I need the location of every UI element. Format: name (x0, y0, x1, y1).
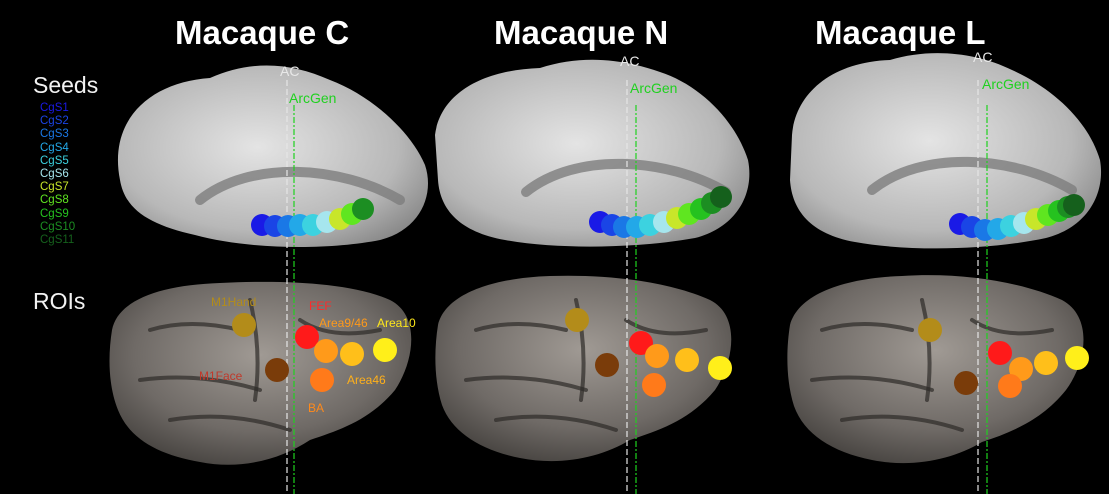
roi-marker-area9-46 (645, 344, 669, 368)
title-macaque-c: Macaque C (175, 14, 350, 51)
roi-marker-area10 (708, 356, 732, 380)
roi-marker-fef (295, 325, 319, 349)
title-macaque-l: Macaque L (815, 14, 986, 51)
legend-cgs1: CgS1 (40, 102, 69, 114)
roi-label-area9-46: Area9/46 (319, 316, 368, 330)
medial-brain-image (435, 59, 750, 247)
seed-marker-cgs11 (1063, 194, 1085, 216)
legend-cgs10: CgS10 (40, 220, 76, 233)
legend-cgs5: CgS5 (40, 154, 69, 167)
row-label-rois: ROIs (33, 288, 86, 314)
legend-cgs4: CgS4 (40, 141, 69, 154)
cingulate-region (521, 158, 731, 197)
arcgen-label-c: ArcGen (289, 90, 337, 106)
cingulate-region (867, 156, 1077, 195)
roi-marker-fef (988, 341, 1012, 365)
roi-label-area46: Area46 (347, 373, 386, 387)
roi-marker-area46 (675, 348, 699, 372)
roi-marker-m1hand (232, 313, 256, 337)
roi-marker-area9-46 (1009, 357, 1033, 381)
seed-marker-cgs10 (352, 198, 374, 220)
row-label-seeds: Seeds (33, 72, 99, 98)
sulcus (474, 322, 568, 332)
sulcus (820, 322, 914, 332)
roi-label-area10: Area10 (377, 316, 416, 330)
roi-marker-m1face (954, 371, 978, 395)
roi-marker-ba (998, 374, 1022, 398)
roi-marker-area9-46 (314, 339, 338, 363)
sulcus (920, 298, 932, 402)
ac-label-c: AC (280, 63, 300, 79)
legend-cgs3: CgS3 (40, 128, 69, 141)
sulcus (248, 298, 260, 402)
sulcus (168, 414, 292, 432)
legend-cgs7: CgS7 (40, 181, 69, 194)
legend-cgs6: CgS6 (40, 168, 69, 181)
sulcus (840, 414, 964, 432)
sulcus (494, 414, 618, 432)
legend-cgs9: CgS9 (40, 207, 69, 220)
sulcus (148, 322, 242, 332)
roi-marker-area10 (1065, 346, 1089, 370)
roi-marker-m1face (595, 353, 619, 377)
cingulate-region (195, 166, 405, 205)
arcgen-label-l: ArcGen (982, 76, 1030, 92)
roi-marker-m1face (265, 358, 289, 382)
roi-marker-area46 (340, 342, 364, 366)
title-macaque-n: Macaque N (494, 14, 669, 51)
seed-marker-cgs11 (710, 186, 732, 208)
roi-marker-ba (642, 373, 666, 397)
sulcus (810, 375, 934, 392)
roi-marker-ba (310, 368, 334, 392)
legend-cgs8: CgS8 (40, 194, 69, 207)
roi-marker-area10 (373, 338, 397, 362)
ac-label-n: AC (620, 53, 640, 69)
arcgen-label-n: ArcGen (630, 80, 678, 96)
sulcus (464, 375, 588, 392)
seed-legend: CgS1 CgS2 CgS3 CgS4 CgS5 CgS6 CgS7 CgS8 … (40, 102, 75, 247)
roi-marker-area46 (1034, 351, 1058, 375)
roi-label-m1hand: M1Hand (211, 295, 257, 309)
sulcus (298, 318, 382, 336)
roi-label-m1face: M1Face (199, 369, 243, 383)
ac-label-l: AC (973, 49, 993, 65)
medial-brain-image (790, 53, 1102, 249)
roi-label-fef: FEF (309, 299, 332, 313)
legend-cgs11: CgS11 (40, 234, 75, 247)
sulcus (138, 375, 262, 392)
legend-cgs2: CgS2 (40, 115, 69, 128)
roi-marker-m1hand (918, 318, 942, 342)
roi-marker-fef (629, 331, 653, 355)
roi-marker-m1hand (565, 308, 589, 332)
roi-label-ba: BA (308, 401, 325, 415)
sulcus (624, 318, 708, 336)
